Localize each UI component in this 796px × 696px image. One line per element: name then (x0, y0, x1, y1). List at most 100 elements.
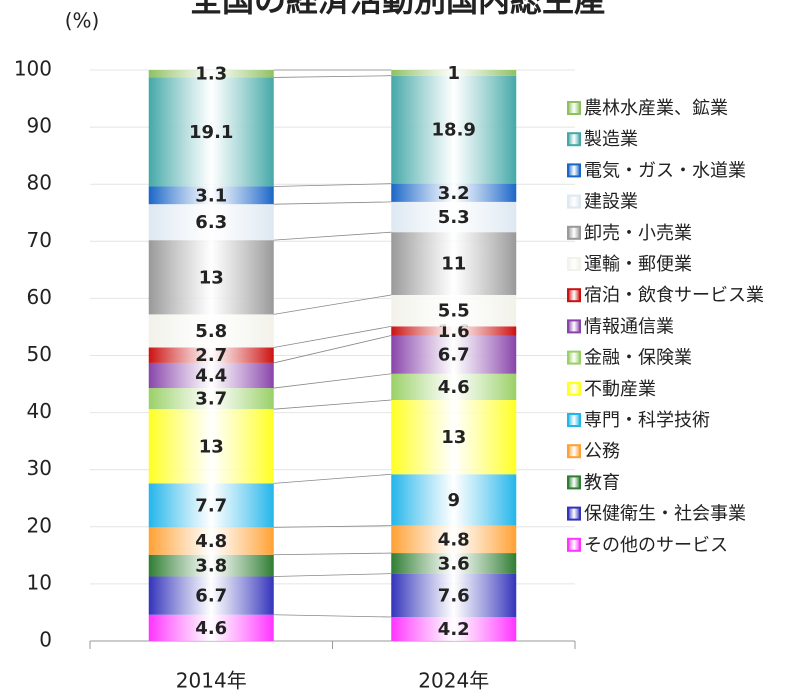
data-label: 13 (441, 427, 466, 448)
bar-segment (391, 326, 517, 336)
data-label: 6.3 (195, 212, 227, 233)
legend-swatch (567, 319, 581, 334)
bar-segment (391, 232, 517, 295)
legend-label: 電気・ガス・水道業 (584, 160, 746, 181)
data-label: 3.8 (195, 556, 227, 577)
y-tick-label: 80 (27, 171, 52, 195)
bar-segment (391, 573, 517, 618)
data-label: 9 (447, 490, 460, 511)
legend-label: 保健衛生・社会事業 (584, 504, 746, 525)
y-tick-label: 30 (27, 456, 52, 480)
y-tick-label: 10 (27, 570, 52, 594)
y-axis-label: (%) (65, 9, 100, 33)
legend-label: 不動産業 (584, 379, 656, 400)
connector (273, 231, 392, 241)
bar-segment (391, 75, 517, 184)
data-label: 6.7 (195, 586, 227, 607)
bar-segment (148, 554, 274, 577)
legend-swatch (567, 350, 581, 365)
y-tick-label: 50 (27, 342, 52, 366)
legend-swatch (567, 288, 581, 303)
legend-swatch (567, 163, 581, 178)
bar-segment (391, 294, 517, 327)
connector (273, 201, 392, 205)
legend-label: 運輸・郵便業 (584, 254, 692, 275)
connector (273, 525, 392, 528)
y-tick-label: 100 (14, 57, 52, 81)
bar-segment (391, 183, 517, 202)
legend-label: 情報通信業 (584, 316, 674, 337)
legend-swatch (567, 225, 581, 240)
legend-label: 卸売・小売業 (584, 223, 692, 244)
legend-label: 専門・科学技術 (584, 410, 710, 431)
legend-label: 製造業 (584, 129, 638, 150)
legend-swatch (567, 506, 581, 521)
connector (273, 183, 392, 187)
bar-segment (148, 347, 274, 363)
legend-swatch (567, 381, 581, 396)
bar-segment (391, 617, 517, 641)
data-label: 3.2 (438, 183, 470, 204)
x-tick-label: 2024年 (418, 669, 489, 693)
legend-label: 教育 (584, 472, 620, 493)
bar-segment (148, 240, 274, 315)
bar-segment (148, 362, 274, 389)
bar-segment (148, 483, 274, 528)
connector (273, 399, 392, 410)
connector (273, 573, 392, 577)
legend-swatch (567, 475, 581, 490)
connector (273, 335, 392, 364)
legend-label: 建設業 (584, 192, 638, 213)
legend-label: 公務 (584, 441, 620, 462)
data-label: 3.7 (195, 389, 227, 410)
bar-segment (391, 335, 517, 374)
bar-segment (148, 77, 274, 187)
y-tick-label: 60 (27, 285, 52, 309)
legend-label: 農林水産業、鉱業 (584, 98, 728, 119)
data-label: 7.6 (438, 585, 470, 606)
data-label: 4.2 (438, 619, 470, 640)
data-label: 4.8 (195, 531, 227, 552)
x-tick-label: 2014年 (176, 669, 247, 693)
bar-segment (148, 409, 274, 484)
legend-swatch (567, 194, 581, 209)
data-label: 1.3 (195, 64, 227, 85)
bar-segment (148, 527, 274, 555)
legend-label: 宿泊・飲食サービス業 (584, 285, 764, 306)
bar-segment (391, 373, 517, 401)
data-label: 4.4 (195, 365, 227, 386)
legend-label: その他のサービス (584, 535, 728, 556)
legend-swatch (567, 537, 581, 552)
y-tick-label: 0 (39, 628, 52, 652)
bar-segment (391, 201, 517, 233)
data-label: 3.1 (195, 185, 227, 206)
connector (273, 473, 392, 484)
bar-segment (391, 400, 517, 475)
connector (273, 373, 392, 389)
bar-segment (148, 186, 274, 205)
bar-segment (148, 70, 274, 78)
data-label: 6.7 (438, 345, 470, 366)
y-tick-label: 20 (27, 513, 52, 537)
data-label: 19.1 (189, 122, 233, 143)
y-tick-label: 40 (27, 399, 52, 423)
data-label: 18.9 (432, 120, 476, 141)
connector (273, 552, 392, 556)
legend-swatch (567, 132, 581, 147)
bar-segment (391, 474, 517, 526)
bar-segment (148, 204, 274, 241)
data-label: 3.6 (438, 553, 470, 574)
bar-segment (148, 614, 274, 641)
data-label: 13 (199, 267, 224, 288)
bar-segment (391, 70, 517, 76)
legend-swatch (567, 257, 581, 271)
data-label: 4.6 (195, 618, 227, 639)
data-label: 11 (441, 254, 466, 275)
data-label: 5.5 (438, 301, 470, 322)
legend-label: 金融・保険業 (584, 348, 692, 369)
y-tick-label: 90 (27, 114, 52, 138)
bar-segment (391, 525, 517, 554)
data-label: 4.8 (438, 529, 470, 550)
chart-title: 全国の経済活動別国内総生産 (189, 0, 606, 19)
